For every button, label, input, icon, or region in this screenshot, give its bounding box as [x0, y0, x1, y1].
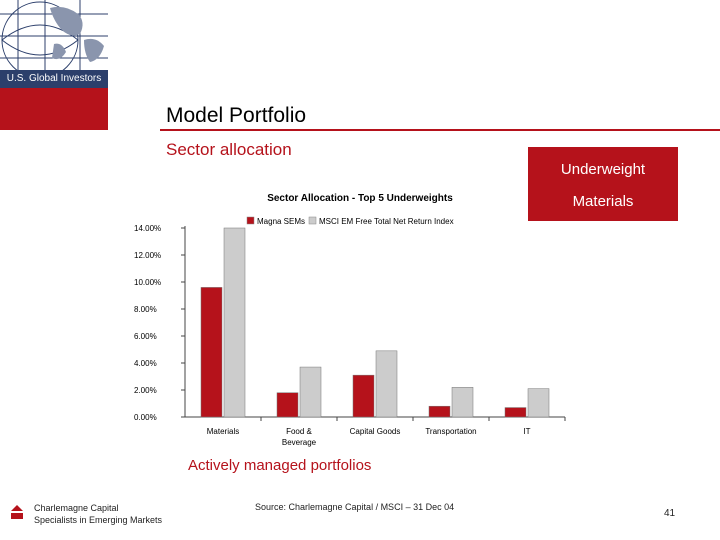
y-tick-label-1: 2.00%: [134, 386, 157, 395]
y-tick-label-2: 4.00%: [134, 359, 157, 368]
x-tick-label-4-0: IT: [523, 427, 530, 436]
y-tick-label-4: 8.00%: [134, 305, 157, 314]
x-tick-label-2-0: Capital Goods: [350, 427, 401, 436]
bar-magna-sems-0: [200, 287, 223, 418]
charlemagne-logo-icon: [10, 503, 24, 521]
chart-title: Sector Allocation - Top 5 Underweights: [267, 193, 453, 204]
globe-grid-icon: [0, 0, 108, 79]
bar-msci-em-free-total-net-return-index-1: [299, 366, 322, 418]
bar-msci-em-free-total-net-return-index-2: [375, 350, 398, 418]
x-tick-label-3-0: Transportation: [425, 427, 476, 436]
callout-line-1: Underweight: [560, 161, 646, 178]
footer-company-tagline: Specialists in Emerging Markets: [34, 515, 163, 525]
y-tick-label-6: 12.00%: [134, 251, 161, 260]
x-tick-label-0-0: Materials: [207, 427, 239, 436]
y-tick-label-3: 6.00%: [134, 332, 157, 341]
page-number: 41: [664, 508, 676, 519]
bar-magna-sems-3: [428, 405, 451, 418]
bar-msci-em-free-total-net-return-index-3: [451, 387, 474, 418]
x-tick-label-1-0: Food &: [286, 427, 312, 436]
y-tick-label-5: 10.00%: [134, 278, 161, 287]
legend-label-1: MSCI EM Free Total Net Return Index: [319, 217, 454, 226]
bar-magna-sems-1: [276, 392, 299, 418]
sector-allocation-chart: Sector Allocation - Top 5 Underweights Ma…: [134, 193, 566, 447]
bar-magna-sems-4: [504, 407, 527, 418]
page-subtitle: Sector allocation: [166, 140, 292, 159]
logo-caption: U.S. Global Investors: [0, 70, 108, 88]
bar-msci-em-free-total-net-return-index-0: [223, 227, 246, 418]
title-divider: [160, 129, 720, 131]
legend-label-0: Magna SEMs: [257, 217, 305, 226]
company-logo: U.S. Global Investors: [0, 0, 108, 88]
source-note: Source: Charlemagne Capital / MSCI – 31 …: [255, 502, 455, 512]
callout-box: Underweight Materials: [528, 147, 678, 221]
x-tick-label-1-1: Beverage: [282, 438, 317, 447]
bar-magna-sems-2: [352, 374, 375, 418]
bar-msci-em-free-total-net-return-index-4: [527, 388, 550, 418]
page-title: Model Portfolio: [166, 104, 307, 127]
legend-swatch-1: [308, 216, 317, 225]
callout-line-2: Materials: [572, 193, 634, 210]
footer-company-name: Charlemagne Capital: [34, 503, 119, 513]
legend-swatch-0: [246, 216, 255, 225]
y-tick-label-7: 14.00%: [134, 224, 161, 233]
chart-caption: Actively managed portfolios: [188, 457, 372, 474]
y-tick-label-0: 0.00%: [134, 413, 157, 422]
